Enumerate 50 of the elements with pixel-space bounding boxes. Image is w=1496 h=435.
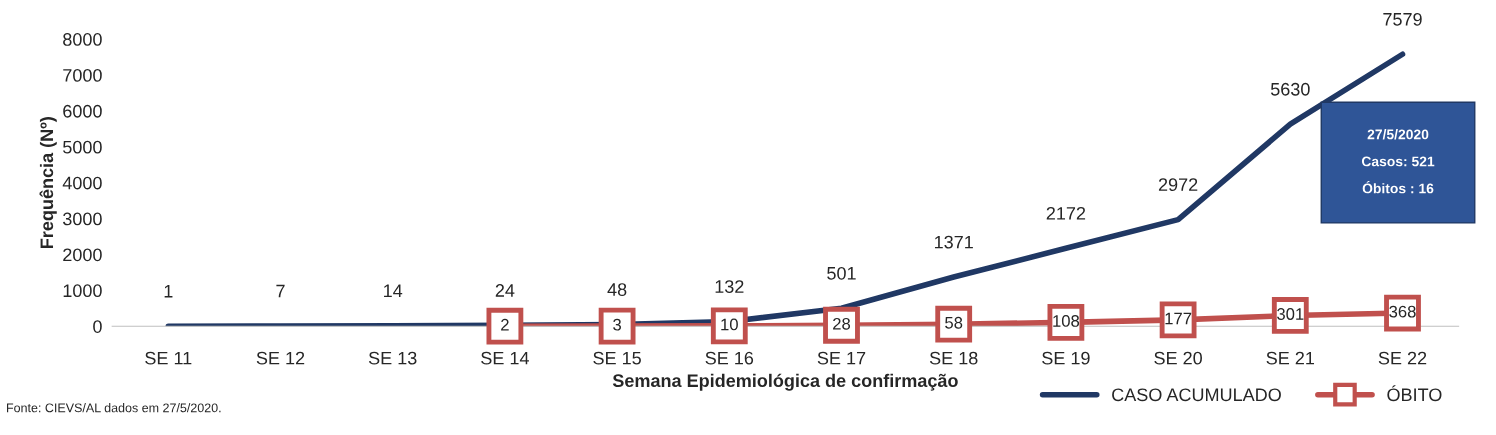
y-tick-label: 7000 [63,68,102,82]
y-axis-title: Frequência (Nº) [39,117,57,248]
data-label: 368 [1389,305,1416,318]
y-tick-label: 2000 [63,248,102,262]
data-label: 2 [501,318,509,331]
x-tick-label: SE 15 [593,351,641,365]
data-label: 14 [384,284,403,297]
source-note: Fonte: CIEVS/AL dados em 27/5/2020. [7,403,221,413]
data-label: 28 [833,317,851,330]
data-label: 1 [164,285,173,298]
data-label: 1371 [935,235,973,249]
x-tick-label: SE 17 [817,351,866,365]
data-label: 108 [1053,315,1080,327]
x-tick-label: SE 21 [1266,351,1315,365]
y-tick-label: 8000 [63,33,102,46]
x-tick-label: SE 16 [705,351,754,365]
legend-label: CASO ACUMULADO [1112,388,1281,402]
y-tick-label: 5000 [63,140,102,154]
data-label: 5630 [1270,82,1310,96]
data-label: 58 [945,316,963,329]
data-label: 3 [613,318,621,331]
point [486,307,524,345]
x-axis-title: Semana Epidemiológica de confirmação [612,373,958,391]
x-tick-label: SE 12 [256,351,305,365]
y-tick-label: 6000 [63,104,102,118]
y-tick-label: 4000 [62,176,102,190]
data-label: 48 [607,283,627,296]
x-tick-label: SE 13 [368,351,417,365]
data-label: 10 [721,318,738,331]
y-tick-label: 3000 [63,212,102,226]
text: 27/5/2020 Casos: 521 Óbitos : 16 [1361,129,1435,194]
y-tick-label: 1000 [63,284,102,298]
data-label: 301 [1277,308,1304,320]
data-label: 7579 [1383,12,1422,26]
data-label: 2972 [1158,178,1198,192]
x-tick-label: SE 22 [1378,351,1427,365]
data-label: 501 [827,266,856,280]
x-tick-label: SE 18 [929,351,978,365]
data-label: 177 [1165,312,1192,325]
x-tick-label: SE 11 [145,351,192,365]
point [598,307,636,345]
x-tick-label: SE 20 [1154,351,1202,365]
data-label: 2172 [1046,206,1086,220]
y-tick-label: 0 [93,320,102,333]
x-tick-label: SE 14 [481,351,529,365]
legend-label: ÓBITO [1387,385,1442,402]
data-label: 7 [276,284,285,298]
x-tick-label: SE 19 [1042,351,1090,365]
data-label: 132 [715,280,744,293]
data-label: 24 [495,284,515,297]
